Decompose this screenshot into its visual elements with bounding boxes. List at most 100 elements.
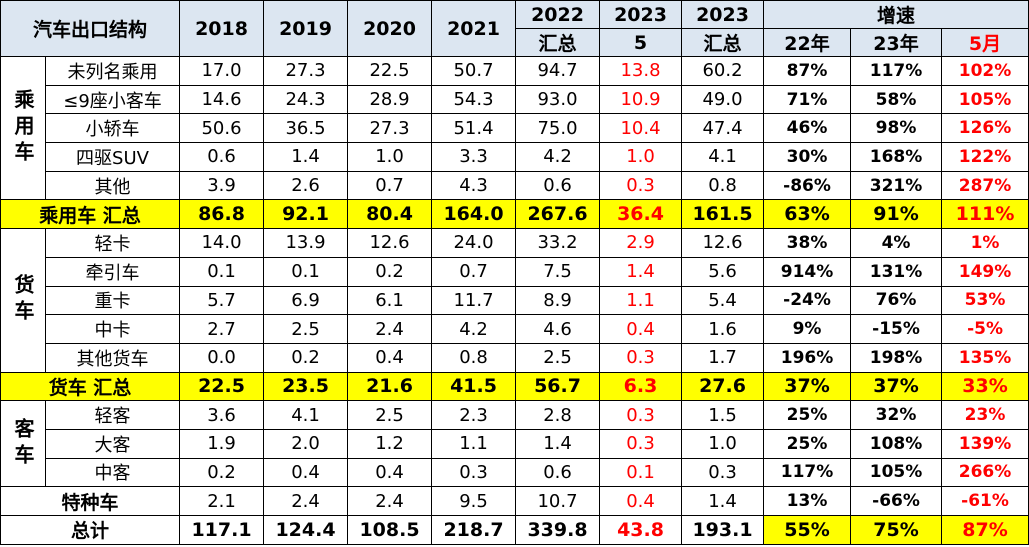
cell: 0.3	[599, 342, 683, 373]
cell: 0.1	[599, 457, 683, 488]
cell: 196%	[763, 342, 852, 373]
cell: 339.8	[515, 515, 601, 545]
cell: 25%	[763, 400, 852, 430]
cell: 0.7	[347, 170, 433, 201]
cell: 218.7	[431, 515, 517, 545]
cell: 0.4	[599, 314, 683, 344]
row-label: 大客	[44, 428, 181, 459]
cell: 1.7	[681, 342, 765, 373]
col-2019: 2019	[263, 0, 349, 57]
cell: 117%	[763, 457, 852, 488]
table-row: 货车 轻卡 14.0 13.9 12.6 24.0 33.2 2.9 12.6 …	[0, 228, 1029, 373]
cell: -61%	[941, 486, 1029, 516]
cell: 5.6	[681, 256, 765, 287]
cell: 267.6	[515, 199, 601, 230]
cell: 51.4	[431, 113, 517, 144]
cell: 4.6	[515, 314, 601, 344]
cell: 1.0	[347, 142, 433, 172]
cell: 161.5	[681, 199, 765, 230]
cell: 21.6	[347, 371, 433, 402]
row-label: 其他货车	[44, 342, 181, 373]
row-label: 小轿车	[44, 113, 181, 144]
cell: 122%	[941, 142, 1029, 172]
cell: 0.2	[347, 256, 433, 287]
cell: 10.4	[599, 113, 683, 144]
cell: 0.2	[179, 457, 265, 488]
cell: 28.9	[347, 84, 433, 115]
cell: 22.5	[179, 371, 265, 402]
cell: 80.4	[347, 199, 433, 230]
cell: 0.0	[179, 342, 265, 373]
cell: 4.3	[431, 170, 517, 201]
cell: 0.4	[263, 457, 349, 488]
cell: 6.1	[347, 285, 433, 316]
cell: 75%	[850, 515, 943, 545]
cell: 23%	[941, 400, 1029, 430]
cell: 149%	[941, 256, 1029, 287]
cell: 50.6	[179, 113, 265, 144]
cell: 111%	[941, 199, 1029, 230]
cell: 1.4	[263, 142, 349, 172]
table-row: 中卡 2.7 2.5 2.4 4.2 4.6 0.4 1.6 9% -15% -…	[1, 314, 1029, 344]
cell: 126%	[941, 113, 1029, 144]
cell: 27.6	[681, 371, 765, 402]
cell: 93.0	[515, 84, 601, 115]
cell: 33.2	[515, 228, 601, 258]
summary-row-passenger: 乘用车 汇总 86.8 92.1 80.4 164.0 267.6 36.4 1…	[0, 199, 1029, 230]
cell: 24.0	[431, 228, 517, 258]
cell: 55%	[763, 515, 852, 545]
cell: 23.5	[263, 371, 349, 402]
cell: 4.2	[515, 142, 601, 172]
cell: 24.3	[263, 84, 349, 115]
cell: -5%	[941, 314, 1029, 344]
cell: 54.3	[431, 84, 517, 115]
cell: -15%	[850, 314, 943, 344]
cell: 0.4	[599, 486, 683, 516]
cell: 2.1	[179, 486, 265, 516]
col-2018: 2018	[179, 0, 265, 57]
col-2023-sum-top: 2023	[681, 0, 765, 29]
table-row: 其他 3.9 2.6 0.7 4.3 0.6 0.3 0.8 -86% 321%…	[1, 170, 1029, 201]
table-row: 四驱SUV 0.6 1.4 1.0 3.3 4.2 1.0 4.1 30% 16…	[1, 142, 1029, 172]
cell: 108.5	[347, 515, 433, 545]
cell: 43.8	[599, 515, 683, 545]
cell: 49.0	[681, 84, 765, 115]
col-growth-23: 23年	[850, 28, 943, 57]
cell: 6.9	[263, 285, 349, 316]
cell: 1.5	[681, 400, 765, 430]
cell: 124.4	[263, 515, 349, 545]
cell: 164.0	[431, 199, 517, 230]
cell: 2.9	[599, 228, 683, 258]
cell: 27.3	[263, 56, 349, 86]
col-2023-month-top: 2023	[599, 0, 683, 29]
cell: 11.7	[431, 285, 517, 316]
cell: 2.5	[515, 342, 601, 373]
cell: 0.6	[179, 142, 265, 172]
cell: 117%	[850, 56, 943, 86]
cell: 10.7	[515, 486, 601, 516]
cell: 3.9	[179, 170, 265, 201]
cell: 32%	[850, 400, 943, 430]
cell: 0.3	[681, 457, 765, 488]
table-row: 特种车 2.1 2.4 2.4 9.5 10.7 0.4 1.4 13% -66…	[0, 486, 1029, 516]
cell: 37%	[850, 371, 943, 402]
cell: 41.5	[431, 371, 517, 402]
table-row: 中客 0.2 0.4 0.4 0.3 0.6 0.1 0.3 117% 105%…	[1, 457, 1029, 488]
row-label: 中客	[44, 457, 181, 488]
cell: 3.3	[431, 142, 517, 172]
cell: 17.0	[179, 56, 265, 86]
col-2021: 2021	[431, 0, 517, 57]
cell: 92.1	[263, 199, 349, 230]
cell: 105%	[941, 84, 1029, 115]
cell: 87%	[941, 515, 1029, 545]
group-truck: 货车	[0, 228, 46, 373]
col-2023-month-bottom: 5	[599, 28, 683, 57]
cell: 10.9	[599, 84, 683, 115]
row-label: 四驱SUV	[44, 142, 181, 172]
cell: 76%	[850, 285, 943, 316]
cell: 117.1	[179, 515, 265, 545]
cell: 168%	[850, 142, 943, 172]
cell: 8.9	[515, 285, 601, 316]
cell: 135%	[941, 342, 1029, 373]
cell: 4.1	[263, 400, 349, 430]
